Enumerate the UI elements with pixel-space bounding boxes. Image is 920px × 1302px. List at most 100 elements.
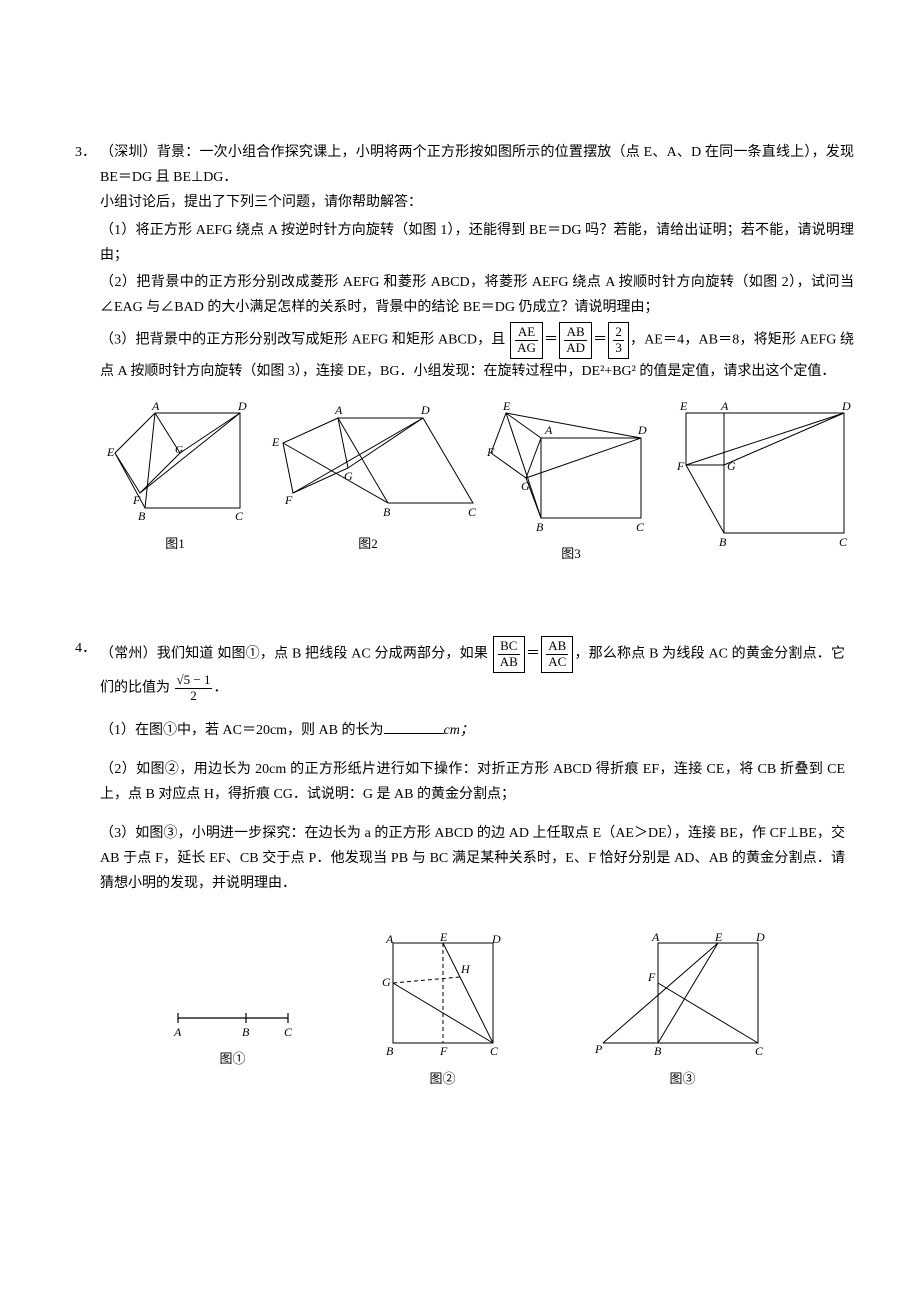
problem-3-number: 3． — [75, 140, 96, 576]
svg-text:A: A — [334, 403, 343, 417]
p4-ratio: √5 − 12 — [175, 673, 213, 704]
p3-q3-frac3: 23 — [608, 322, 629, 359]
p3-bg-text: 一次小组合作探究课上，小明将两个正方形按如图所示的位置摆放（点 E、A、D 在同… — [100, 145, 854, 185]
p4-fig1: A B C 图① — [168, 933, 298, 1090]
problem-4-header: 4． （常州）我们知道 如图①，点 B 把线段 AC 分成两部分，如果 BCAB… — [75, 636, 845, 1090]
p3-q3-frac1: AEAG — [510, 322, 543, 359]
p4-fig2-svg: A E D G H B F C — [368, 933, 518, 1063]
p4-intro: （常州）我们知道 如图①，点 B 把线段 AC 分成两部分，如果 BCAB＝AB… — [100, 636, 845, 704]
svg-text:C: C — [490, 1044, 499, 1058]
p3-background: （深圳）背景：一次小组合作探究课上，小明将两个正方形按如图所示的位置摆放（点 E… — [100, 140, 854, 190]
p3-source: （深圳） — [100, 145, 157, 160]
p3-fig3b-caption — [664, 552, 854, 575]
svg-text:A: A — [151, 399, 160, 413]
svg-text:A: A — [544, 423, 553, 437]
svg-text:G: G — [521, 479, 530, 493]
svg-text:A: A — [651, 933, 660, 944]
p3-q3-a: （3）把背景中的正方形分别改写成矩形 AEFG 和矩形 ABCD，且 — [100, 333, 505, 348]
svg-text:A: A — [173, 1025, 182, 1039]
svg-text:D: D — [420, 403, 430, 417]
svg-text:E: E — [714, 933, 723, 944]
p3-fig3b-svg: E A D F G B C — [664, 398, 854, 548]
p4-q1-a: （1）在图①中，若 AC＝20cm，则 AB 的长为 — [100, 723, 384, 738]
p3-q2: （2）把背景中的正方形分别改成菱形 AEFG 和菱形 ABCD，将菱形 AEFG… — [100, 270, 854, 320]
p3-fig2-svg: A D E F G B C — [258, 398, 478, 528]
svg-text:E: E — [679, 399, 688, 413]
p3-diagrams: G A D E F B C 图1 — [100, 398, 854, 575]
svg-text:D: D — [841, 399, 851, 413]
p4-frac2: ABAC — [541, 636, 573, 673]
svg-text:B: B — [138, 509, 146, 523]
p4-fig3-caption: 图③ — [588, 1067, 778, 1090]
svg-text:B: B — [654, 1044, 662, 1058]
p3-fig3a: EAD FG BC 图3 — [486, 398, 656, 575]
p4-fig2-caption: 图② — [368, 1067, 518, 1090]
svg-text:D: D — [491, 933, 501, 946]
svg-text:C: C — [636, 520, 645, 534]
p4-q1-b: cm； — [444, 723, 474, 738]
p3-fig3b: E A D F G B C — [664, 398, 854, 575]
svg-text:C: C — [468, 505, 477, 519]
p4-frac1: BCAB — [493, 636, 525, 673]
svg-text:E: E — [502, 399, 511, 413]
svg-text:A: A — [385, 933, 394, 946]
svg-text:G: G — [382, 975, 391, 989]
p4-diagrams: A B C 图① — [100, 933, 845, 1090]
p4-fig1-caption: 图① — [168, 1047, 298, 1070]
svg-text:B: B — [536, 520, 544, 534]
p4-q2: （2）如图②，用边长为 20cm 的正方形纸片进行如下操作：对折正方形 ABCD… — [100, 757, 845, 807]
svg-text:E: E — [271, 435, 280, 449]
p3-fig1-caption: 图1 — [100, 532, 250, 555]
p3-fig3a-svg: EAD FG BC — [486, 398, 656, 538]
p4-source: （常州） — [100, 646, 157, 661]
p3-bg-label: 背景： — [157, 145, 200, 160]
p3-q3: （3）把背景中的正方形分别改写成矩形 AEFG 和矩形 ABCD，且 AEAG＝… — [100, 322, 854, 384]
p4-q1-blank[interactable] — [384, 718, 444, 733]
p3-q3-frac2: ABAD — [559, 322, 592, 359]
p3-fig2-caption: 图2 — [258, 532, 478, 555]
problem-3-header: 3． （深圳）背景：一次小组合作探究课上，小明将两个正方形按如图所示的位置摆放（… — [75, 140, 845, 576]
p4-fig1-svg: A B C — [168, 933, 298, 1043]
p4-fig3: AED F PBC 图③ — [588, 933, 778, 1090]
p4-intro-c: ． — [213, 680, 227, 695]
svg-text:B: B — [242, 1025, 250, 1039]
svg-text:B: B — [383, 505, 391, 519]
svg-text:A: A — [720, 399, 729, 413]
p3-fig1: G A D E F B C 图1 — [100, 398, 250, 575]
svg-text:F: F — [647, 970, 656, 984]
svg-text:C: C — [284, 1025, 293, 1039]
problem-3-body: （深圳）背景：一次小组合作探究课上，小明将两个正方形按如图所示的位置摆放（点 E… — [100, 140, 854, 576]
svg-text:D: D — [637, 423, 647, 437]
svg-text:F: F — [284, 493, 293, 507]
svg-text:P: P — [594, 1042, 603, 1056]
p4-fig3-svg: AED F PBC — [588, 933, 778, 1063]
svg-text:G: G — [175, 444, 183, 456]
svg-text:B: B — [386, 1044, 394, 1058]
svg-text:E: E — [439, 933, 448, 944]
problem-4-number: 4． — [75, 636, 96, 1090]
p3-q1: （1）将正方形 AEFG 绕点 A 按逆时针方向旋转（如图 1），还能得到 BE… — [100, 218, 854, 268]
p4-q3: （3）如图③，小明进一步探究：在边长为 a 的正方形 ABCD 的边 AD 上任… — [100, 821, 845, 897]
svg-text:B: B — [719, 535, 727, 548]
svg-text:F: F — [132, 493, 141, 507]
svg-text:G: G — [727, 459, 736, 473]
svg-text:F: F — [439, 1044, 448, 1058]
p4-fig2: A E D G H B F C 图② — [368, 933, 518, 1090]
svg-text:G: G — [344, 469, 353, 483]
p3-fig1-svg: G A D E F B C — [100, 398, 250, 528]
svg-text:D: D — [237, 399, 247, 413]
p4-q1: （1）在图①中，若 AC＝20cm，则 AB 的长为 cm； — [100, 718, 845, 743]
p4-intro-a: 我们知道 如图①，点 B 把线段 AC 分成两部分，如果 — [157, 646, 488, 661]
problem-4-body: （常州）我们知道 如图①，点 B 把线段 AC 分成两部分，如果 BCAB＝AB… — [100, 636, 845, 1090]
svg-text:F: F — [676, 459, 685, 473]
p3-fig2: A D E F G B C 图2 — [258, 398, 478, 575]
p3-prompt: 小组讨论后，提出了下列三个问题，请你帮助解答： — [100, 190, 854, 215]
problem-3: 3． （深圳）背景：一次小组合作探究课上，小明将两个正方形按如图所示的位置摆放（… — [75, 140, 845, 576]
problem-4: 4． （常州）我们知道 如图①，点 B 把线段 AC 分成两部分，如果 BCAB… — [75, 636, 845, 1090]
svg-text:C: C — [839, 535, 848, 548]
p3-fig3-caption: 图3 — [486, 542, 656, 565]
svg-text:H: H — [460, 962, 471, 976]
svg-text:C: C — [235, 509, 244, 523]
svg-text:E: E — [106, 445, 115, 459]
svg-text:D: D — [755, 933, 765, 944]
